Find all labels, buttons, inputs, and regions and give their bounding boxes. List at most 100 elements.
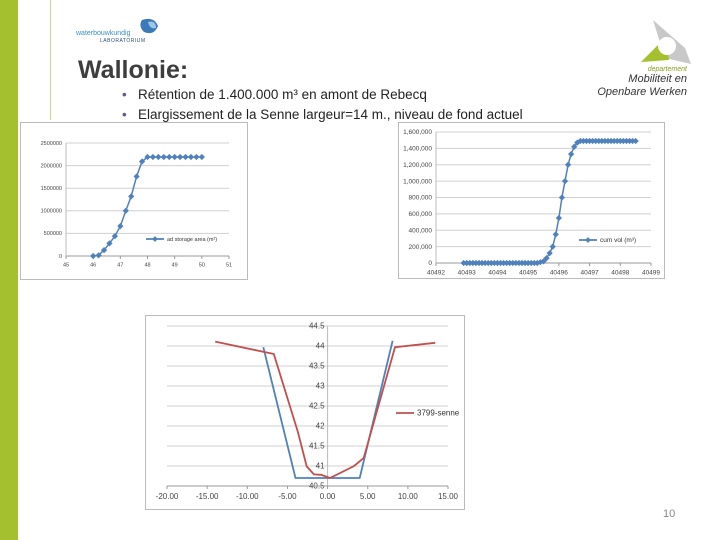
slide-title: Wallonie: (78, 56, 189, 84)
data-point (198, 153, 205, 161)
logo-triangle-icon (641, 20, 691, 64)
data-point (182, 153, 189, 161)
x-tick-label: 40496 (550, 270, 568, 277)
x-tick-label: 40492 (427, 270, 445, 277)
x-tick-label: -15.00 (196, 492, 219, 501)
data-point (546, 250, 553, 257)
y-tick-label: 1000000 (41, 209, 62, 215)
data-point (187, 153, 195, 161)
data-point (122, 207, 129, 214)
x-tick-label: 45 (63, 263, 69, 269)
logo-text: LABORATORIUM (100, 38, 146, 44)
x-tick-label: 5.00 (360, 492, 376, 501)
cross-section-chart: 40.5 41 41.5 42 42.5 43 43.5 44 44.5 -20.00 -15.00… (145, 315, 465, 510)
y-tick-label: 42.5 (309, 402, 325, 411)
data-point (133, 173, 140, 180)
accent-bar (0, 0, 18, 540)
y-tick-label: 43.5 (309, 362, 325, 371)
data-point (171, 153, 178, 161)
x-tick-label: -10.00 (236, 492, 259, 501)
data-point (193, 153, 200, 161)
x-tick-label: 40494 (488, 270, 506, 277)
y-tick-label: 2000000 (41, 163, 62, 169)
mow-logo: departement Mobiliteit en Openbare Werken (585, 18, 705, 100)
y-tick-label: 44 (316, 342, 325, 351)
page-number: 10 (663, 508, 676, 520)
chart-svg: 0 500000 1000000 1500000 2000000 2500000 45 46 4… (41, 141, 232, 269)
data-point (155, 153, 162, 161)
y-tick-label: 41.5 (309, 442, 325, 451)
data-point (160, 153, 167, 161)
y-tick-label: 200,000 (409, 244, 433, 251)
data-point (549, 243, 556, 250)
x-tick-label: -20.00 (156, 492, 179, 501)
data-point (166, 153, 173, 161)
x-tick-label: -5.00 (278, 492, 297, 501)
y-tick-label: 1,000,000 (403, 178, 432, 185)
legend-marker (585, 237, 591, 243)
y-tick-label: 600,000 (409, 211, 433, 218)
x-tick-label: 40497 (581, 270, 599, 277)
logo-text: departement (647, 66, 687, 73)
y-tick-label: 1500000 (41, 186, 62, 192)
data-point (558, 194, 566, 201)
data-point (90, 252, 97, 260)
legend-label: cum vol (m³) (600, 237, 636, 244)
y-tick-label: 42 (316, 422, 325, 431)
y-tick-label: 0 (428, 260, 432, 267)
y-tick-label: 800,000 (409, 195, 433, 202)
logo-text: Mobiliteit en (628, 73, 687, 85)
series-line (463, 140, 636, 264)
bullet-item: Elargissement de la Senne largeur=14 m.,… (122, 107, 523, 127)
data-point (564, 161, 572, 168)
x-tick-label: 47 (117, 263, 123, 269)
x-tick-label: 50 (199, 263, 205, 269)
x-tick-label: 10.00 (398, 492, 419, 501)
data-point (568, 150, 575, 158)
chart-svg: 0 200,000 400,000 600,000 800,000 1,000,000 1,… (403, 129, 660, 277)
series-line (215, 340, 436, 479)
x-tick-label: 51 (226, 263, 232, 269)
data-point (561, 178, 569, 185)
logo-drop-icon (140, 18, 158, 34)
x-tick-label: 40493 (458, 270, 476, 277)
data-point (100, 247, 108, 254)
data-point (176, 153, 184, 161)
y-tick-label: 43 (316, 382, 325, 391)
x-tick-label: 49 (172, 263, 178, 269)
x-tick-label: 40498 (611, 270, 629, 277)
y-tick-label: 0 (59, 254, 62, 260)
data-point (111, 233, 119, 240)
logo-text: Openbare Werken (597, 86, 687, 98)
y-tick-label: 1,600,000 (403, 129, 432, 136)
data-point (138, 158, 146, 165)
x-tick-label: 48 (144, 263, 150, 269)
legend-marker (152, 236, 158, 242)
data-point (117, 223, 124, 230)
x-tick-label: 40499 (642, 270, 660, 277)
x-tick-label: 15.00 (438, 492, 459, 501)
data-point (149, 153, 157, 161)
legend-label: 3799-senne (417, 409, 460, 418)
y-tick-label: 400,000 (409, 227, 433, 234)
x-tick-label: 0.00 (320, 492, 336, 501)
y-tick-label: 1,400,000 (403, 146, 432, 153)
data-point (128, 193, 135, 200)
data-point (552, 231, 559, 238)
storage-area-chart: 0 500000 1000000 1500000 2000000 2500000 45 46 4… (20, 122, 248, 280)
bullet-item: Rétention de 1.400.000 m³ en amont de Re… (122, 87, 523, 107)
bullet-list: Rétention de 1.400.000 m³ en amont de Re… (122, 87, 523, 127)
legend-label: ad storage area (m²) (167, 237, 217, 243)
divider (50, 0, 51, 120)
y-tick-label: 2500000 (41, 141, 62, 147)
x-tick-label: 40495 (519, 270, 537, 277)
y-tick-label: 500000 (44, 231, 62, 237)
y-tick-label: 44.5 (309, 322, 325, 331)
x-tick-label: 46 (90, 263, 96, 269)
cum-vol-chart: 0 200,000 400,000 600,000 800,000 1,000,000 1,… (398, 122, 665, 279)
y-tick-label: 41 (316, 462, 325, 471)
logo-text: waterbouwkundig (76, 30, 131, 37)
y-tick-label: 1,200,000 (403, 162, 432, 169)
data-point (555, 214, 562, 222)
